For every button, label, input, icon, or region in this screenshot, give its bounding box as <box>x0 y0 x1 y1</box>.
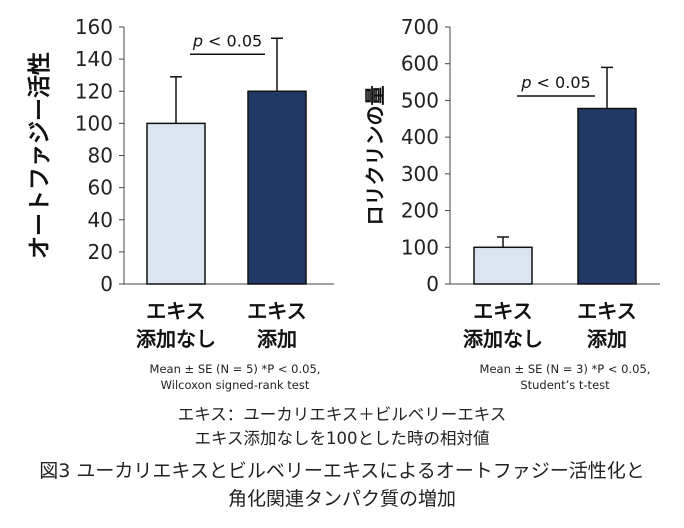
y-tick-label: 160 <box>75 15 113 39</box>
stats-note-line2: Student’s t-test <box>520 378 610 392</box>
figure-title-line2: 角化関連タンパク質の増加 <box>227 488 456 510</box>
significance-label: p < 0.05 <box>520 73 590 92</box>
y-tick-label: 400 <box>401 125 439 149</box>
y-tick-label: 140 <box>75 47 113 71</box>
y-tick-label: 60 <box>88 176 113 200</box>
category-label-line1: エキス <box>473 299 532 323</box>
y-tick-label: 700 <box>401 15 439 39</box>
y-tick-label: 100 <box>401 235 439 259</box>
y-tick-label: 100 <box>75 111 113 135</box>
y-tick-label: 300 <box>401 162 439 186</box>
y-tick-label: 120 <box>75 79 113 103</box>
category-label-line2: 添加 <box>587 327 627 351</box>
y-tick-label: 500 <box>401 88 439 112</box>
y-tick-label: 20 <box>88 240 113 264</box>
figure-title-line1: 図3 ユーカリエキスとビルベリーエキスによるオートファジー活性化と <box>39 460 645 482</box>
y-axis-title: ロリクリンの量 <box>363 86 387 226</box>
caption-relative-value-note: エキス添加なしを100とした時の相対値 <box>194 429 490 448</box>
bar <box>247 90 307 285</box>
y-tick-label: 0 <box>100 272 113 296</box>
chart-autophagy-stats-note: Mean ± SE (N = 5) *P < 0.05, Wilcoxon si… <box>130 361 340 393</box>
category-label-line1: エキス <box>247 299 306 323</box>
y-tick-label: 40 <box>88 208 113 232</box>
significance-label: p < 0.05 <box>192 31 262 50</box>
stats-note-line1: Mean ± SE (N = 5) *P < 0.05, <box>149 362 321 376</box>
chart-loricrin-stats-note: Mean ± SE (N = 3) *P < 0.05, Student’s t… <box>460 361 670 393</box>
y-axis-title: オートファジー活性 <box>27 52 53 259</box>
y-tick-label: 200 <box>401 199 439 223</box>
category-label-line1: エキス <box>577 299 636 323</box>
category-label-line2: 添加なし <box>136 327 216 351</box>
bar <box>577 107 637 285</box>
caption-extract-definition: エキス：ユーカリエキス＋ビルベリーエキス <box>177 405 507 424</box>
stats-note-line2: Wilcoxon signed-rank test <box>160 378 310 392</box>
y-tick-label: 80 <box>88 144 113 168</box>
category-label-line2: 添加なし <box>463 327 543 351</box>
category-label-line2: 添加 <box>257 327 297 351</box>
category-label-line1: エキス <box>146 299 205 323</box>
bar <box>146 122 206 285</box>
y-tick-label: 0 <box>426 272 439 296</box>
stats-note-line1: Mean ± SE (N = 3) *P < 0.05, <box>479 362 651 376</box>
bar <box>473 246 533 285</box>
y-tick-label: 600 <box>401 52 439 76</box>
